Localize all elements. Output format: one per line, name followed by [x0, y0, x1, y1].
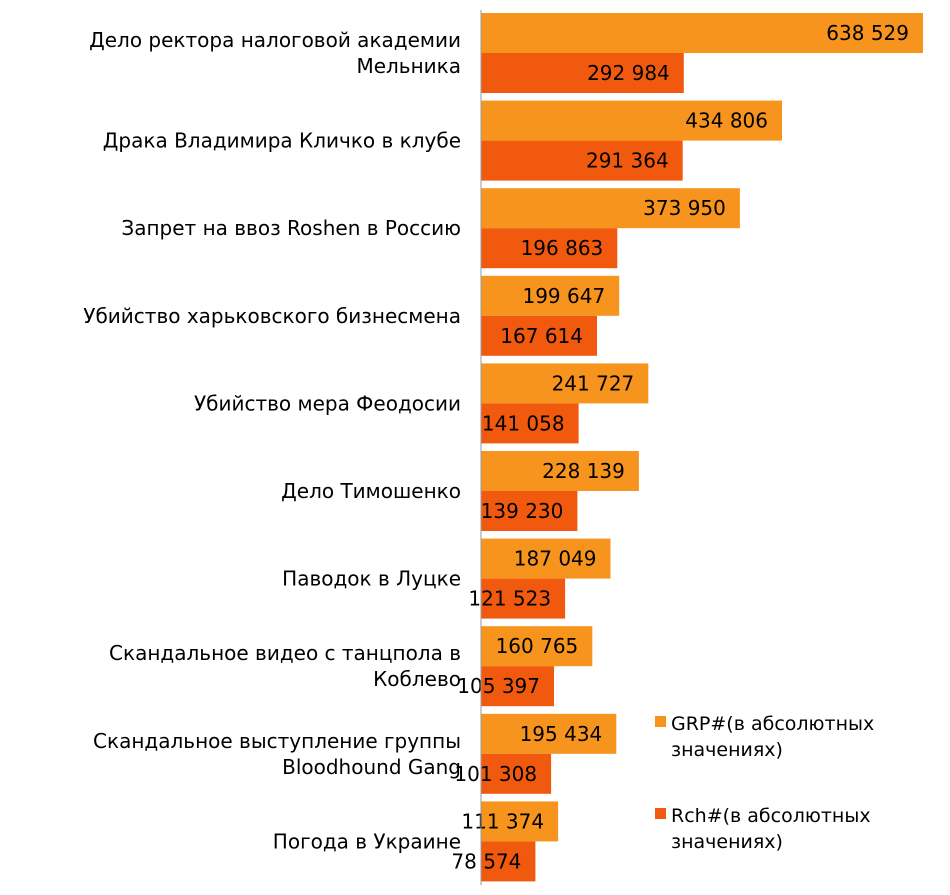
- rch-bar: [481, 228, 618, 269]
- category-label: Bloodhound Gang: [282, 755, 461, 779]
- data-label: 78 574: [451, 849, 521, 873]
- grp-bar: [481, 538, 611, 579]
- legend-marker-grp: [655, 716, 666, 727]
- category-label: Паводок в Луцке: [282, 567, 461, 591]
- rch-bar: [481, 666, 554, 707]
- data-label: 187 049: [514, 547, 597, 571]
- grp-bar: [481, 363, 649, 404]
- data-label: 139 230: [481, 499, 564, 523]
- rch-bar: [481, 140, 683, 181]
- category-label: Дело ректора налоговой академии: [89, 28, 461, 52]
- category-label: Дело Тимошенко: [281, 479, 461, 503]
- grp-bar: [481, 626, 593, 667]
- category-label: Погода в Украине: [273, 829, 461, 853]
- category-label: Скандальное видео с танцпола в: [109, 641, 461, 665]
- grp-bar: [481, 188, 740, 229]
- data-label: 292 984: [587, 61, 670, 85]
- legend-label: Rch#(в абсолютных: [671, 805, 871, 827]
- legend-label: значениях): [671, 831, 783, 853]
- data-label: 195 434: [520, 722, 603, 746]
- rch-bar: [481, 841, 536, 882]
- data-label: 167 614: [500, 324, 583, 348]
- grp-bar: [481, 275, 620, 316]
- rch-bar: [481, 53, 684, 93]
- legend-label: GRP#(в абсолютных: [671, 713, 874, 735]
- legend-label: значениях): [671, 739, 783, 761]
- data-label: 291 364: [586, 149, 669, 173]
- category-label: Убийство мера Феодосии: [194, 391, 461, 415]
- data-label: 121 523: [468, 587, 551, 611]
- legend-marker-rch: [655, 808, 666, 819]
- grp-bar: [481, 801, 559, 842]
- category-label: Запрет на ввоз Roshen в Россию: [121, 216, 461, 240]
- category-label: Убийство харьковского бизнесмена: [83, 304, 461, 328]
- category-label: Мельника: [356, 54, 461, 78]
- rch-bar: [481, 315, 597, 356]
- data-label: 373 950: [643, 196, 726, 220]
- grp-bar: [481, 13, 923, 53]
- data-label: 196 863: [521, 236, 604, 260]
- data-label: 111 374: [461, 809, 544, 833]
- data-label: 228 139: [542, 459, 625, 483]
- category-label: Коблево: [373, 667, 461, 691]
- data-label: 141 058: [482, 411, 565, 435]
- data-label: 638 529: [826, 21, 909, 45]
- legend: GRP#(в абсолютных значениях) Rch#(в абсолю…: [655, 713, 874, 853]
- bars-group: [481, 13, 923, 882]
- data-label: 241 727: [552, 371, 635, 395]
- data-label: 105 397: [457, 674, 540, 698]
- category-label: Драка Владимира Кличко в клубе: [103, 129, 461, 153]
- data-label: 160 765: [496, 634, 579, 658]
- data-label: 101 308: [454, 762, 537, 786]
- rch-bar: [481, 491, 578, 531]
- rch-bar: [481, 578, 566, 619]
- grp-bar: [481, 451, 639, 491]
- value-labels: 638 529 292 984 434 806 291 364 373 950 196 8…: [451, 21, 909, 873]
- data-label: 434 806: [685, 109, 768, 133]
- grp-bar: [481, 713, 617, 754]
- rch-bar: [481, 753, 552, 794]
- data-label: 199 647: [522, 284, 605, 308]
- grp-bar: [481, 100, 782, 141]
- rch-bar: [481, 403, 579, 444]
- category-label: Скандальное выступление группы: [93, 729, 461, 753]
